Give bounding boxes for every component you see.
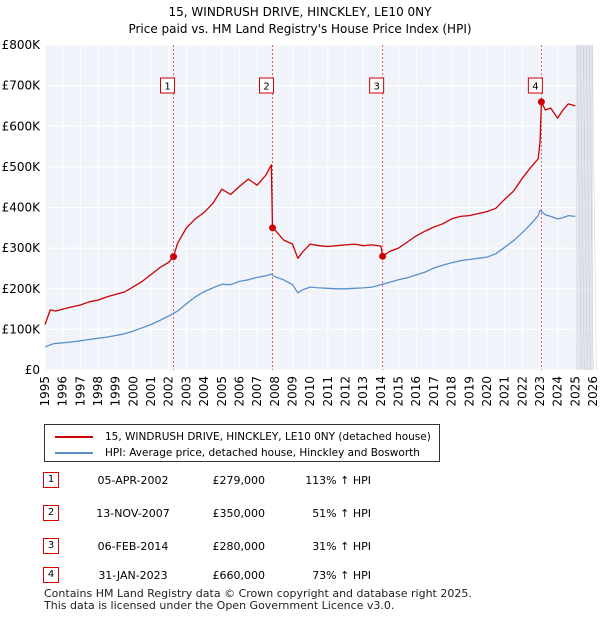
sale-number-badge: 1 [43,472,59,488]
forecast-hatch-line [592,44,597,371]
price-chart: 15, WINDRUSH DRIVE, HINCKLEY, LE10 0NY P… [2,5,600,407]
x-tick-label: 2013 [356,376,370,407]
y-tick-label: £300K [2,241,42,255]
x-tick-label: 1996 [56,376,70,407]
x-tick-label: 1998 [91,376,105,407]
x-tick-label: 2011 [321,376,335,407]
y-tick-label: £700K [2,79,42,93]
x-tick-label: 2023 [533,376,547,407]
x-tick-label: 2007 [250,376,264,407]
legend-swatch-hpi [55,452,93,454]
sale-label-box [527,77,543,94]
sale-price: £350,000 [212,507,266,520]
table-row: 1 05-APR-2002 £279,000 113% ↑ HPI [43,472,403,490]
sale-date: 06-FEB-2014 [97,540,169,553]
x-tick-label: 2021 [498,376,512,407]
sale-point [537,98,545,106]
sale-hpi-change: 31% ↑ HPI [312,540,371,553]
legend-label-property: 15, WINDRUSH DRIVE, HINCKLEY, LE10 0NY (… [105,431,431,443]
x-tick-label: 2025 [568,376,582,407]
x-tick-label: 2005 [215,376,229,407]
sale-label-box [259,77,275,94]
x-tick-label: 2016 [409,376,423,407]
forecast-hatch-line [589,44,594,371]
y-tick-label: £600K [2,119,42,133]
y-tick-label: £800K [2,38,42,52]
x-tick-label: 2026 [586,376,600,407]
legend-label-hpi: HPI: Average price, detached house, Hinc… [105,447,420,459]
x-tick-label: 2019 [462,376,476,407]
y-tick-label: £400K [2,201,42,215]
table-row: 4 31-JAN-2023 £660,000 73% ↑ HPI [43,567,403,585]
x-tick-label: 1995 [38,376,52,407]
forecast-shaded-region [575,45,593,370]
x-tick-label: 2015 [392,376,406,407]
x-tick-label: 2003 [179,376,193,407]
chart-legend: 15, WINDRUSH DRIVE, HINCKLEY, LE10 0NY (… [44,424,440,462]
sale-number-badge: 2 [43,505,59,521]
sale-date: 05-APR-2002 [97,474,169,487]
sale-point [269,224,277,232]
sale-hpi-change: 113% ↑ HPI [305,474,371,487]
sale-number-badge: 3 [43,538,59,554]
footer-licence: This data is licensed under the Open Gov… [44,599,395,612]
x-tick-label: 2001 [144,376,158,407]
y-tick-label: £100K [2,322,42,336]
x-tick-label: 2020 [480,376,494,407]
y-tick-label: £200K [2,282,42,296]
x-tick-label: 2002 [162,376,176,407]
sale-label-number: 2 [263,82,269,93]
x-tick-label: 2009 [285,376,299,407]
sale-price: £280,000 [212,540,266,553]
sale-hpi-change: 73% ↑ HPI [312,569,371,582]
footer: Contains HM Land Registry data © Crown c… [44,588,472,612]
sale-hpi-change: 51% ↑ HPI [312,507,371,520]
sale-number-badge: 4 [43,567,59,583]
property-price-line [44,101,576,325]
x-tick-label: 1999 [109,376,123,407]
x-tick-label: 2014 [374,376,388,407]
sale-price: £660,000 [212,569,266,582]
sale-label-number: 1 [164,82,170,93]
forecast-hatch-line [583,44,588,371]
sale-label-number: 4 [532,82,538,93]
hpi-line [44,209,576,348]
sale-label-box [160,77,176,94]
x-tick-label: 1997 [73,376,87,407]
x-tick-label: 2022 [515,376,529,407]
forecast-hatch-line [586,44,591,371]
legend-item-property: 15, WINDRUSH DRIVE, HINCKLEY, LE10 0NY (… [55,430,431,444]
x-tick-label: 2018 [445,376,459,407]
x-tick-label: 2024 [551,376,565,407]
x-tick-label: 2004 [197,376,211,407]
forecast-hatch-line [580,44,585,371]
x-tick-label: 2008 [268,376,282,407]
forecast-hatch-line [577,44,582,371]
sale-label-box [369,77,385,94]
legend-item-hpi: HPI: Average price, detached house, Hinc… [55,446,420,460]
x-tick-label: 2017 [427,376,441,407]
chart-subtitle: Price paid vs. HM Land Registry's House … [128,22,471,36]
table-row: 2 13-NOV-2007 £350,000 51% ↑ HPI [43,505,403,523]
x-tick-label: 2012 [339,376,353,407]
sale-date: 13-NOV-2007 [96,507,170,520]
sale-point [170,253,178,261]
x-tick-label: 2000 [126,376,140,407]
sale-price: £279,000 [212,474,266,487]
table-row: 3 06-FEB-2014 £280,000 31% ↑ HPI [43,538,403,556]
sale-label-number: 3 [373,82,379,93]
footer-copyright: Contains HM Land Registry data © Crown c… [44,587,472,600]
x-tick-label: 2010 [303,376,317,407]
sale-point [379,252,387,260]
legend-swatch-property [55,436,93,438]
y-tick-label: £0 [25,363,40,377]
x-tick-label: 2006 [232,376,246,407]
chart-title: 15, WINDRUSH DRIVE, HINCKLEY, LE10 0NY [169,5,433,19]
y-tick-label: £500K [2,160,42,174]
sale-date: 31-JAN-2023 [98,569,168,582]
